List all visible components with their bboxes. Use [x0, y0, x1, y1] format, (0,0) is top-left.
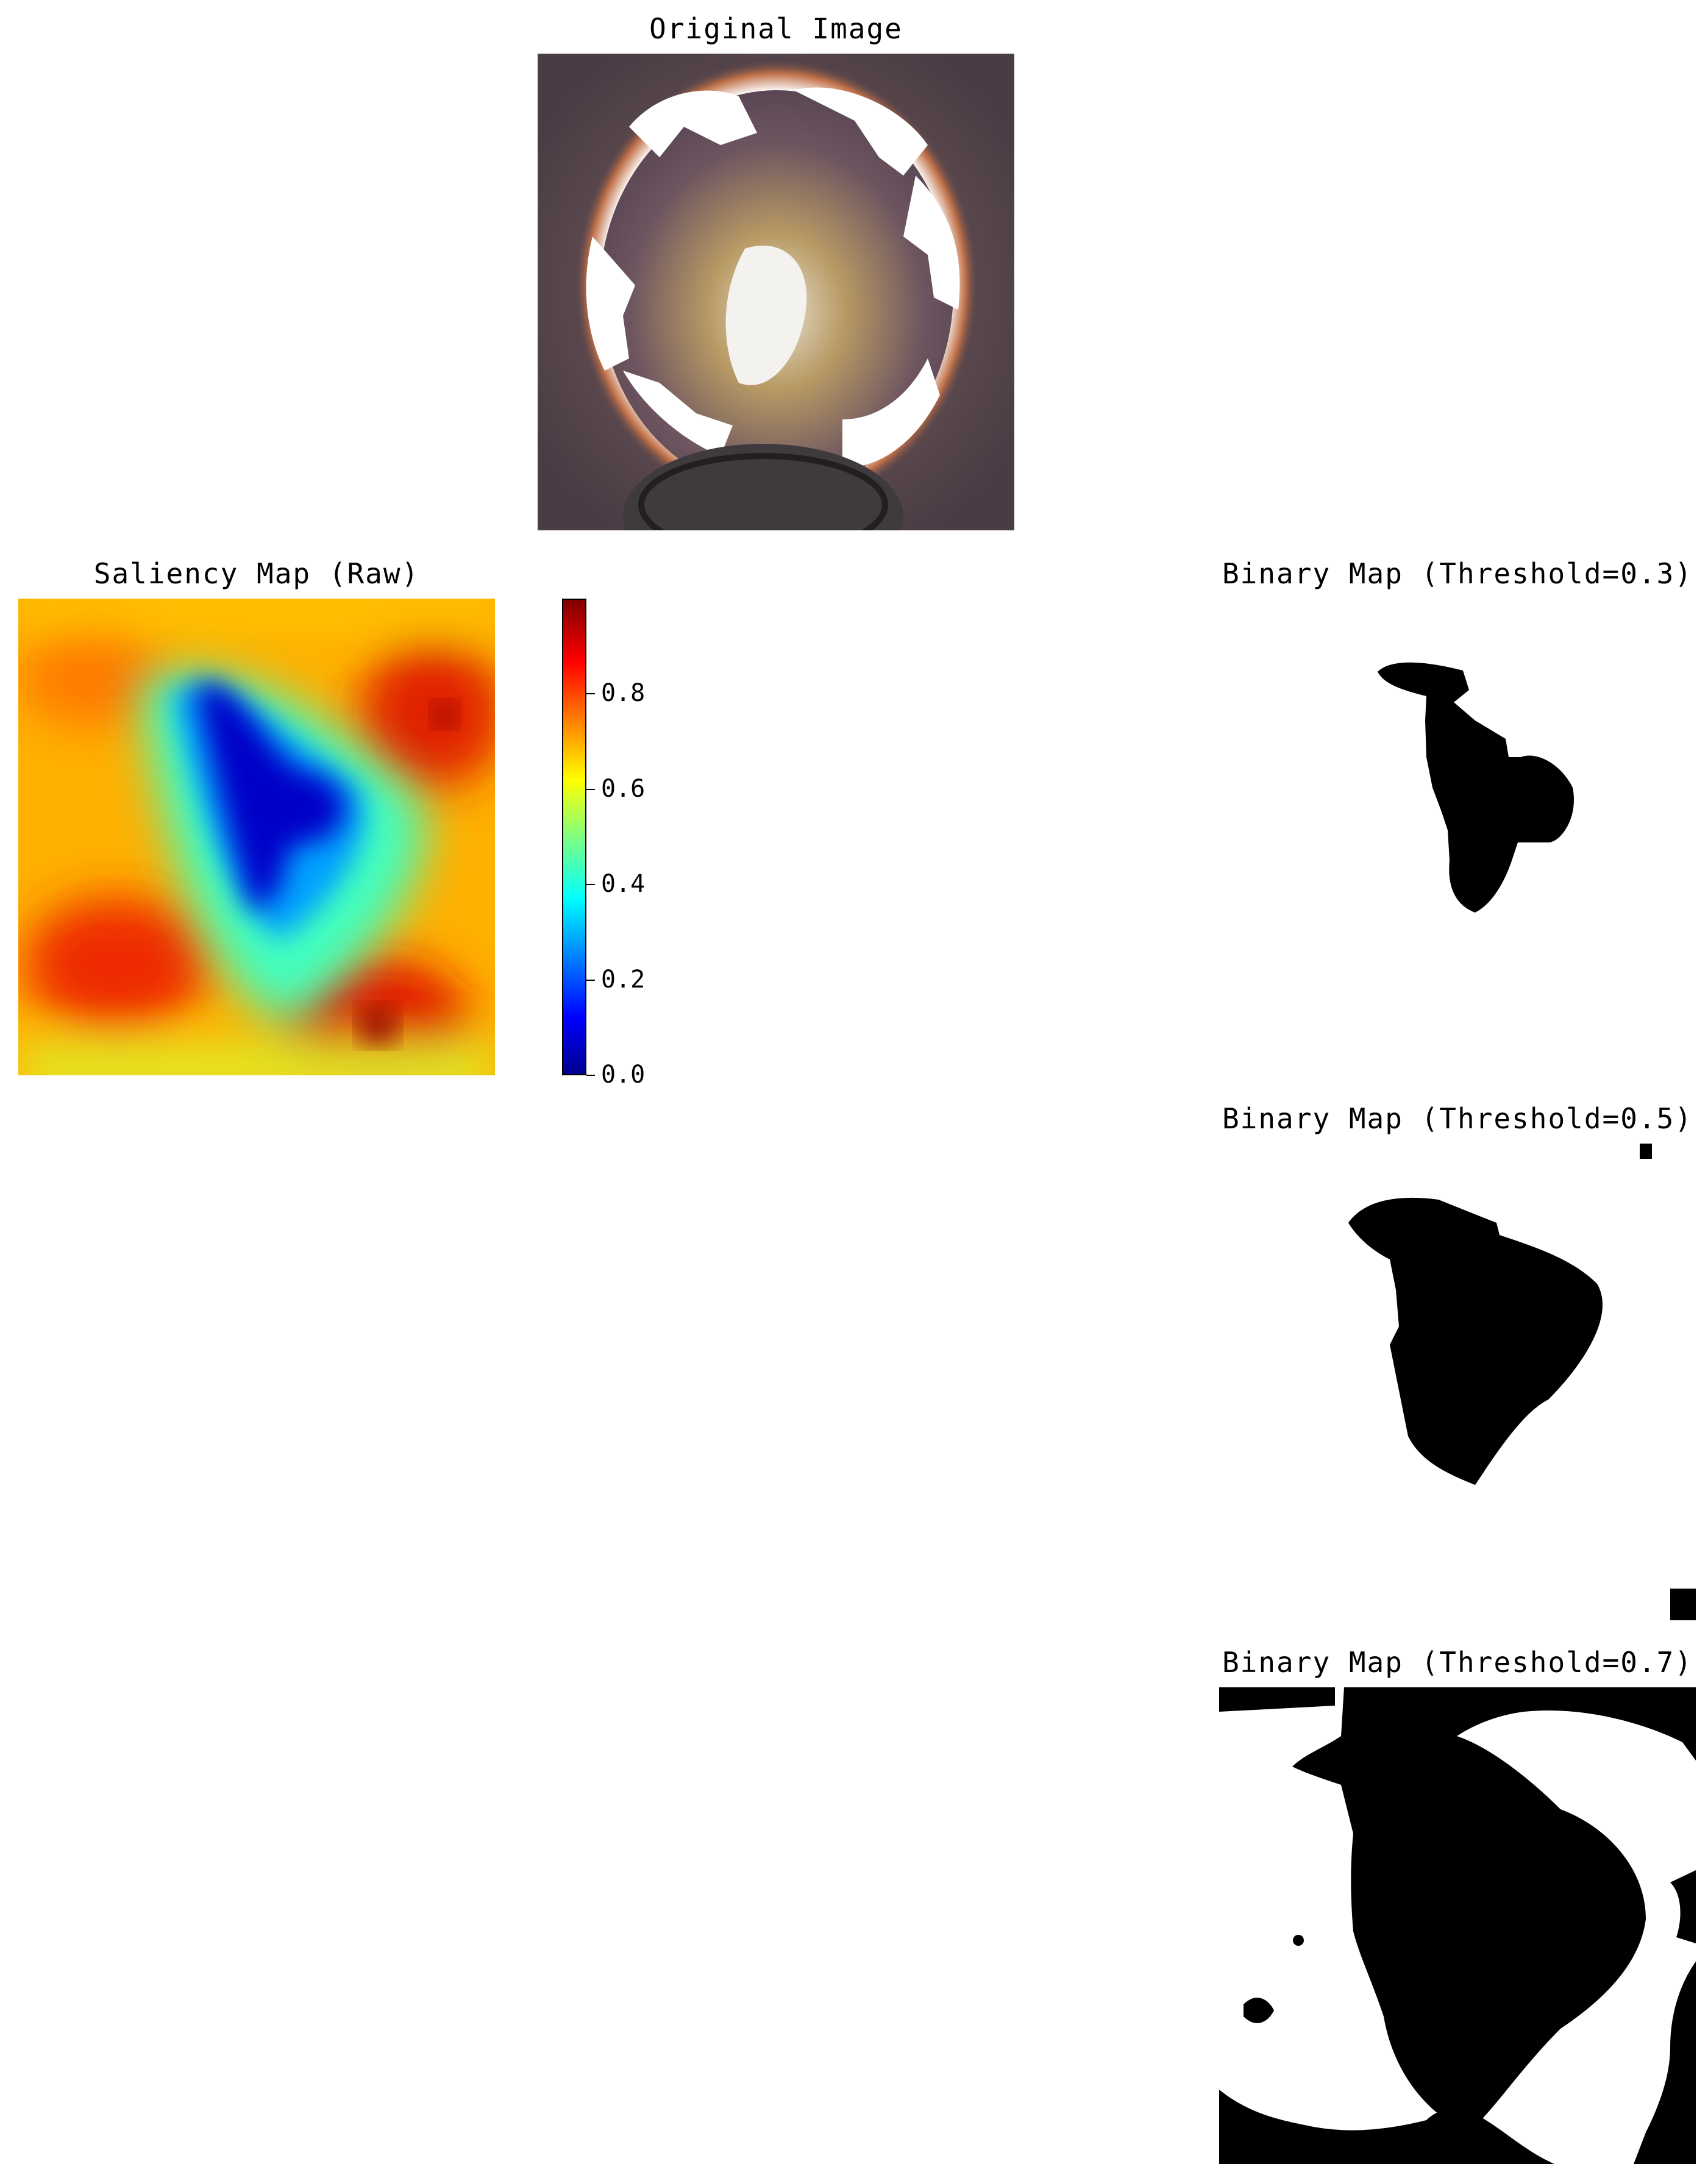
binary-map-05-title: Binary Map (Threshold=0.5) — [1222, 1102, 1693, 1135]
saliency-map-image — [18, 599, 495, 1075]
binary-map-03-image — [1219, 599, 1696, 1075]
original-image-title: Original Image — [649, 12, 903, 45]
binary-map-07-image — [1219, 1687, 1696, 2164]
original-image — [538, 54, 1014, 530]
colorbar-tick-mark — [586, 693, 595, 695]
colorbar-tick-mark — [586, 979, 595, 981]
colorbar — [562, 599, 586, 1075]
colorbar-tick-label: 0.0 — [601, 1061, 646, 1089]
binary-map-07-title: Binary Map (Threshold=0.7) — [1222, 1646, 1693, 1679]
colorbar-tick-label: 0.8 — [601, 679, 646, 708]
colorbar-tick-mark — [586, 1075, 595, 1076]
colorbar-ticks: 0.0 0.2 0.4 0.6 0.8 — [586, 599, 708, 1089]
colorbar-tick-mark — [586, 788, 595, 790]
colorbar-tick-label: 0.6 — [601, 774, 646, 803]
colorbar-tick-label: 0.4 — [601, 870, 646, 899]
binary-map-05-image — [1219, 1144, 1696, 1620]
binary-map-03-title: Binary Map (Threshold=0.3) — [1222, 557, 1693, 590]
colorbar-tick-mark — [586, 884, 595, 886]
colorbar-tick-label: 0.2 — [601, 965, 646, 994]
saliency-map-title: Saliency Map (Raw) — [93, 557, 420, 590]
